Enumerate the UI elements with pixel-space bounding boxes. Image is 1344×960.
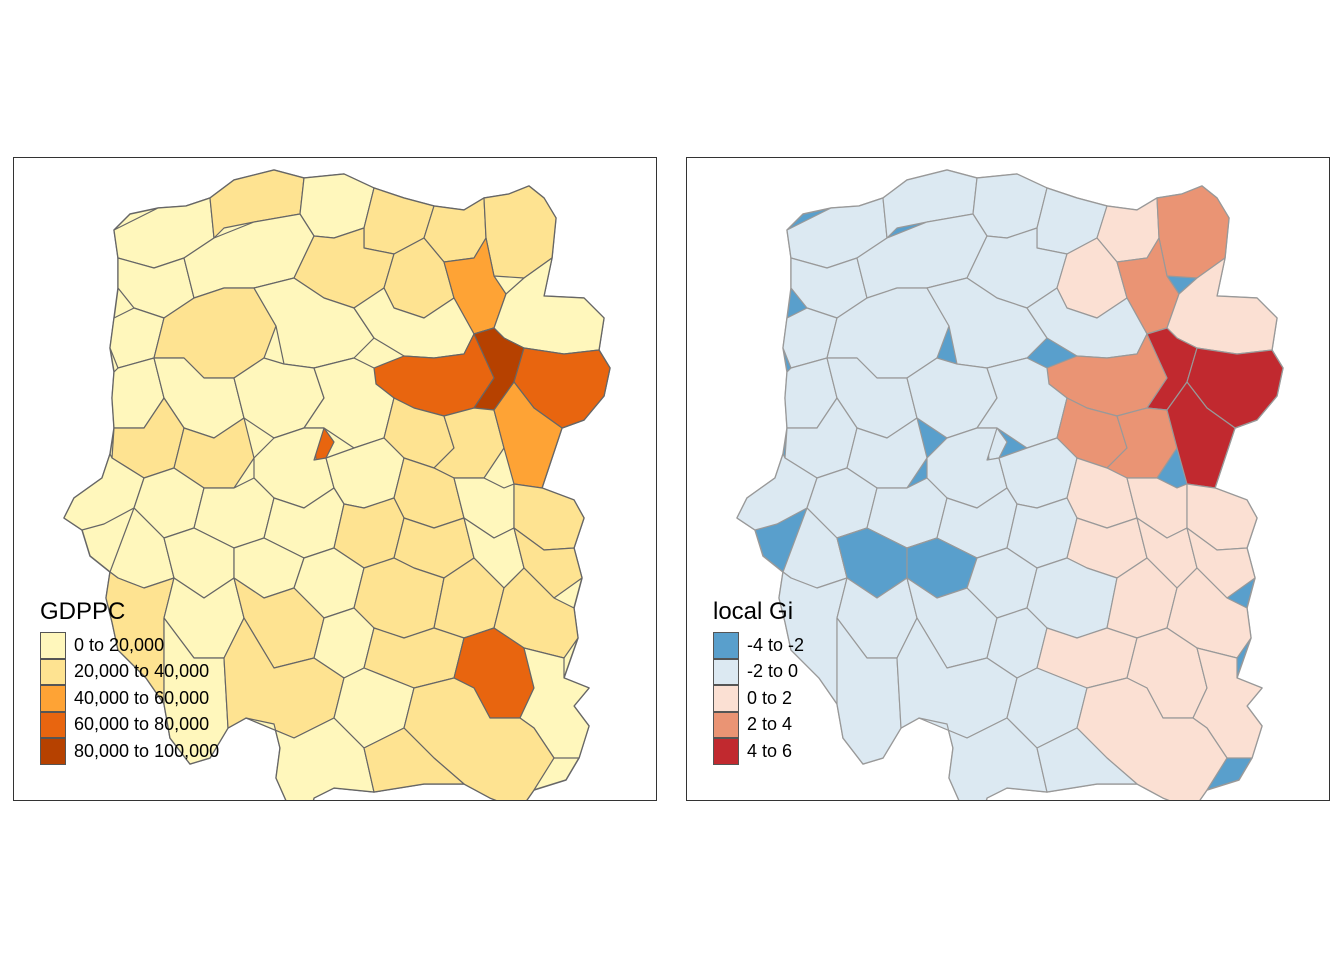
local-gi-map-panel: local Gi -4 to -2 -2 to 0 0 to 2 2 to 4 …: [686, 157, 1330, 801]
gdppc-map-panel: GDPPC 0 to 20,000 20,000 to 40,000 40,00…: [13, 157, 657, 801]
gdppc-legend: GDPPC 0 to 20,000 20,000 to 40,000 40,00…: [40, 598, 219, 765]
legend-item: 4 to 6: [713, 738, 804, 765]
county-region: [363, 727, 465, 793]
legend-swatch: [40, 711, 66, 738]
county-region: [1036, 727, 1138, 793]
county-region: [245, 717, 375, 800]
legend-item: 20,000 to 40,000: [40, 658, 219, 685]
legend-item: 60,000 to 80,000: [40, 711, 219, 738]
county-region: [1166, 381, 1236, 489]
legend-item: 0 to 20,000: [40, 632, 219, 659]
legend-item: 80,000 to 100,000: [40, 738, 219, 765]
legend-title: local Gi: [713, 598, 794, 625]
county-region: [778, 571, 848, 705]
legend-label: 80,000 to 100,000: [74, 740, 220, 761]
legend-swatch: [40, 658, 66, 685]
legend-swatch: [713, 658, 739, 685]
legend-swatch: [713, 632, 739, 659]
legend-label: 40,000 to 60,000: [74, 687, 210, 708]
legend-item: 40,000 to 60,000: [40, 685, 219, 712]
legend-swatch: [713, 685, 739, 712]
local-gi-legend: local Gi -4 to -2 -2 to 0 0 to 2 2 to 4 …: [713, 598, 804, 765]
legend-swatch: [40, 632, 66, 659]
county-region: [918, 717, 1048, 800]
legend-swatch: [713, 738, 739, 765]
legend-label: 2 to 4: [747, 714, 793, 735]
legend-label: 0 to 20,000: [74, 634, 165, 655]
legend-title: GDPPC: [40, 598, 126, 625]
legend-swatch: [40, 685, 66, 712]
county-region: [1192, 647, 1263, 759]
legend-item: -2 to 0: [713, 658, 804, 685]
legend-label: 0 to 2: [747, 687, 793, 708]
legend-item: 2 to 4: [713, 711, 804, 738]
legend-swatch: [713, 711, 739, 738]
county-region: [519, 647, 590, 759]
county-region: [493, 381, 563, 489]
legend-label: -2 to 0: [747, 661, 799, 682]
legend-label: 4 to 6: [747, 740, 793, 761]
legend-item: 0 to 2: [713, 685, 804, 712]
county-region: [105, 571, 175, 705]
legend-label: -4 to -2: [747, 634, 805, 655]
gdppc-map: [63, 169, 611, 800]
local-gi-map: [736, 169, 1284, 800]
legend-swatch: [40, 738, 66, 765]
legend-label: 60,000 to 80,000: [74, 714, 210, 735]
legend-label: 20,000 to 40,000: [74, 661, 210, 682]
legend-item: -4 to -2: [713, 632, 804, 659]
